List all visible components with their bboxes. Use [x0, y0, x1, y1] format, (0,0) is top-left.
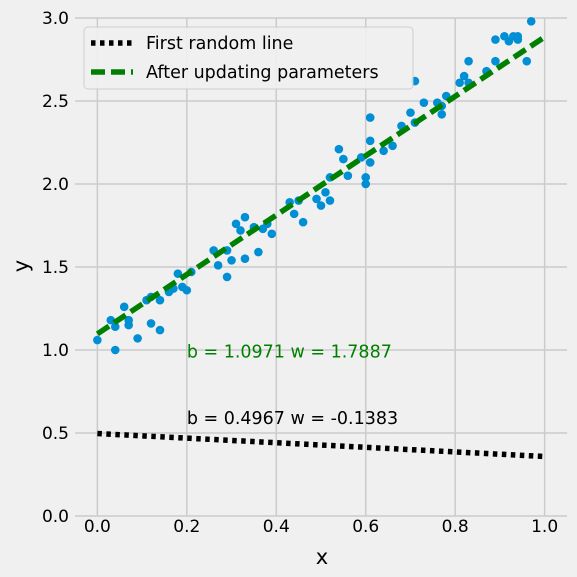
series-line-2	[95, 34, 547, 337]
data-point	[513, 31, 523, 41]
data-point	[419, 98, 429, 107]
y-tick-label: 2.5	[42, 92, 69, 112]
data-point	[437, 109, 447, 119]
data-point	[365, 136, 375, 146]
data-point	[254, 247, 263, 257]
data-point	[343, 171, 353, 180]
data-point	[124, 315, 133, 325]
data-point	[267, 229, 277, 239]
x-tick-label: 0.4	[263, 517, 290, 537]
data-point	[491, 56, 500, 66]
x-tick-label: 0.0	[84, 517, 111, 537]
data-point	[459, 71, 469, 81]
data-point	[365, 113, 375, 122]
series-lines	[95, 34, 547, 460]
y-tick-label: 0.0	[42, 507, 69, 527]
data-point	[406, 108, 415, 117]
y-tick-label: 0.5	[42, 424, 69, 444]
legend-label: First random line	[146, 34, 293, 54]
x-tick-label: 1.0	[531, 517, 558, 537]
data-point	[155, 325, 165, 335]
data-point	[240, 254, 250, 263]
data-point	[361, 179, 371, 189]
x-tick-label: 0.6	[352, 517, 379, 537]
annotation-text: b = 0.4967 w = -0.1383	[187, 409, 398, 429]
data-point	[379, 146, 388, 156]
data-point	[526, 17, 536, 26]
data-point	[110, 322, 120, 332]
data-point	[289, 209, 299, 219]
data-point	[464, 56, 473, 66]
annotation-text: b = 1.0971 w = 1.7887	[187, 342, 392, 362]
legend-box	[83, 26, 414, 90]
x-tick-label: 0.8	[442, 517, 469, 537]
data-point	[316, 201, 326, 210]
data-point	[213, 261, 223, 270]
data-point	[236, 226, 245, 235]
y-tick-label: 1.0	[42, 341, 69, 361]
data-point	[365, 158, 375, 167]
data-point	[298, 217, 308, 227]
data-point	[522, 56, 532, 66]
x-axis-label: x	[316, 545, 328, 569]
data-point	[334, 144, 344, 154]
y-axis-label: y	[9, 260, 33, 272]
data-point	[222, 272, 232, 282]
annotations: b = 1.0971 w = 1.7887 b = 0.4967 w = -0.1…	[187, 342, 398, 428]
data-point	[155, 295, 165, 305]
tick-labels: 0.0 0.2 0.4 0.6 0.8 1.0 0.0 0.5 1.0 1.5 2.0 2.5 3.0	[42, 9, 558, 537]
data-point	[231, 219, 241, 229]
y-tick-label: 2.0	[42, 175, 69, 195]
data-point	[321, 188, 330, 197]
series-line-1	[97, 430, 545, 460]
data-point	[455, 78, 464, 88]
data-point	[119, 302, 129, 312]
legend: First random line After updating paramete…	[83, 26, 414, 90]
data-point	[93, 335, 102, 345]
x-tick-label: 0.2	[173, 517, 200, 537]
data-point	[325, 196, 335, 205]
data-point	[312, 194, 321, 204]
y-tick-label: 3.0	[42, 9, 69, 29]
data-point	[110, 345, 120, 355]
y-tick-label: 1.5	[42, 258, 69, 278]
data-point	[240, 212, 250, 222]
data-point	[491, 35, 500, 44]
data-point	[339, 154, 348, 164]
legend-label: After updating parameters	[146, 63, 379, 83]
data-point	[227, 256, 236, 265]
data-point	[106, 315, 116, 325]
data-point	[182, 285, 192, 295]
data-point	[133, 334, 142, 343]
data-point	[146, 319, 156, 328]
data-point	[361, 173, 371, 182]
data-point	[388, 141, 397, 151]
